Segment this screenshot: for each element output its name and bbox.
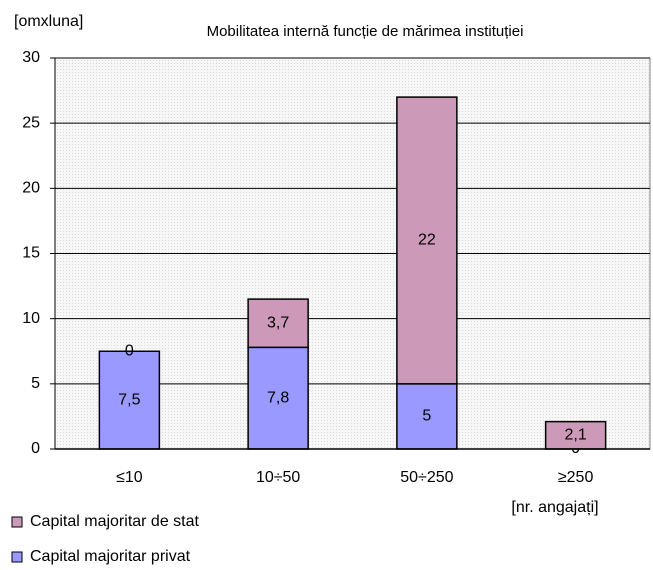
x-tick-label: 50÷250 — [400, 469, 453, 486]
x-tick-label: ≤10 — [116, 469, 143, 486]
bar-segment — [544, 420, 607, 450]
value-label: 2,1 — [565, 427, 587, 444]
y-tick-label: 10 — [22, 310, 40, 327]
value-label: 0 — [125, 342, 134, 359]
y-tick-label: 20 — [22, 180, 40, 197]
bar-segment — [98, 350, 161, 450]
x-tick-label: ≥250 — [558, 469, 594, 486]
bar-segment — [396, 96, 458, 385]
value-label: 7,5 — [118, 391, 140, 408]
y-tick-label: 5 — [31, 375, 40, 392]
value-label: 7,8 — [267, 389, 289, 406]
legend-swatch — [11, 516, 23, 528]
legend-swatch — [11, 551, 23, 563]
y-tick-label: 15 — [22, 245, 40, 262]
legend-label: Capital majoritar de stat — [30, 513, 200, 530]
bar-segment — [247, 298, 309, 349]
value-label: 5 — [422, 408, 431, 425]
x-tick-label: 10÷50 — [256, 469, 300, 486]
y-tick-label: 0 — [31, 440, 40, 457]
y-tick-label: 25 — [22, 114, 40, 131]
chart-title: Mobilitatea internă funcție de mărimea i… — [207, 23, 524, 40]
value-label: 3,7 — [267, 314, 289, 331]
y-tick-label: 30 — [22, 49, 40, 66]
y-axis-label: [omxluna] — [14, 13, 83, 30]
value-label: 22 — [418, 232, 436, 249]
bar-segment — [247, 346, 309, 450]
legend-label: Capital majoritar privat — [30, 548, 191, 565]
x-axis-label: [nr. angajați] — [511, 499, 598, 516]
